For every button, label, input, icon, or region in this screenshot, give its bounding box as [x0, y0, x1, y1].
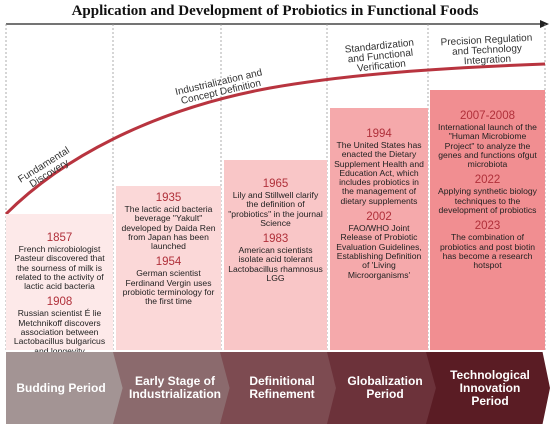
event-text: Lily and Stillwell clarify the definitio…	[228, 190, 323, 228]
event-year: 1983	[262, 233, 289, 246]
diagram-title: Application and Development of Probiotic…	[71, 3, 479, 19]
event-text: Applying synthetic biology techniques to…	[438, 186, 537, 216]
event-box-budding: 1857 French microbiologist Pasteur disco…	[6, 214, 113, 355]
event-box-early-industrialization: 1935 The lactic acid bacteria beverage "…	[116, 186, 221, 350]
period-definitional-refinement: Definitional Refinement	[220, 352, 340, 424]
event-text: The lactic acid bacteria beverage "Yakul…	[121, 204, 216, 252]
event-box-technological-innovation: 2007-2008 International launch of the "H…	[430, 90, 545, 350]
event-text: French microbiologist Pasteur discovered…	[14, 244, 105, 292]
period-budding: Budding Period	[6, 352, 126, 424]
event-year: 1994	[366, 128, 392, 140]
growth-curve	[4, 62, 546, 216]
event-text: Russian scientist É lie Metchnikoff disc…	[13, 308, 106, 356]
event-box-definitional-refinement: 1965 Lily and Stillwell clarify the defi…	[224, 160, 327, 350]
event-text: The United States has enacted the Dietar…	[334, 140, 424, 206]
event-text: German scientist Ferdinand Vergin uses p…	[122, 268, 215, 307]
event-year: 2023	[474, 220, 501, 233]
event-year: 1954	[155, 256, 182, 269]
period-early-industrialization: Early Stage of Industrialization	[113, 352, 233, 424]
event-box-globalization: 1994 The United States has enacted the D…	[330, 108, 428, 350]
event-year: 1965	[262, 178, 289, 190]
event-year: 2022	[474, 174, 501, 187]
event-year: 1935	[155, 192, 182, 204]
period-technological-innovation: Technological Innovation Period	[426, 352, 550, 424]
event-text: The combination of probiotics and post b…	[439, 232, 536, 271]
period-globalization: Globalization Period	[327, 352, 439, 424]
event-text: International launch of the "Human Micro…	[438, 122, 537, 170]
event-year: 2007-2008	[460, 110, 515, 122]
axis-arrowhead	[540, 20, 549, 28]
event-year: 1857	[46, 232, 73, 244]
stage-label-precision-regulation: Precision Regulation and Technology Inte…	[440, 32, 533, 68]
event-year: 2002	[366, 211, 392, 224]
event-text: American scientists isolate acid toleran…	[228, 245, 323, 284]
event-year: 1908	[46, 296, 73, 309]
event-text: FAO/WHO Joint Release of Probiotic Evalu…	[336, 223, 422, 280]
